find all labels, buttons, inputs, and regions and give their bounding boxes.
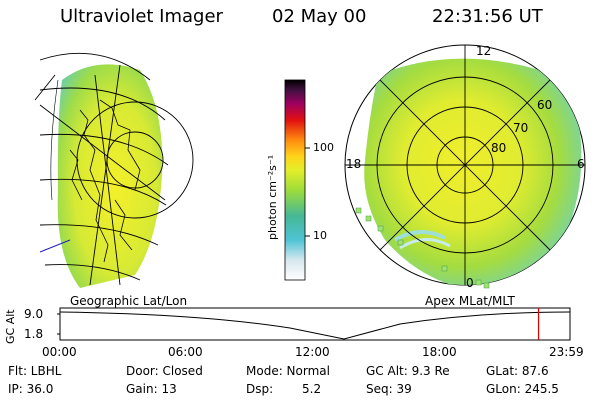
altitude-ylabel: GC Alt [4, 309, 17, 344]
time-tick-1800: 18:00 [422, 345, 457, 359]
time-tick-2359: 23:59 [549, 345, 584, 359]
time-tick-1200: 12:00 [295, 345, 330, 359]
mlat-label-80: 80 [491, 141, 507, 155]
altitude-ytick-high: 9.0 [24, 307, 44, 321]
mlt-label-dawn: 6 [577, 157, 585, 171]
geographic-aurora-image [57, 64, 163, 288]
status-mode: Mode: Normal [246, 364, 330, 378]
time-tick-0000: 00:00 [42, 345, 77, 359]
altitude-plot-frame [59, 307, 571, 341]
colorbar-scale [284, 79, 306, 281]
colorbar-tick-100: 100 [313, 141, 334, 154]
mlat-label-60: 60 [537, 98, 553, 112]
mlat-label-70: 70 [513, 121, 529, 135]
status-gc-alt: GC Alt: 9.3 Re [366, 364, 450, 378]
status-door: Door: Closed [126, 364, 203, 378]
status-filter: Flt: LBHL [8, 364, 62, 378]
status-glon: GLon: 245.5 [486, 382, 559, 396]
mlt-label-noon: 12 [476, 44, 492, 58]
status-glat: GLat: 87.6 [486, 364, 549, 378]
altitude-ytick-low: 1.8 [24, 327, 44, 341]
image-date: 02 May 00 [272, 6, 367, 27]
left-panel-caption: Geographic Lat/Lon [70, 294, 188, 308]
instrument-title: Ultraviolet Imager [60, 6, 223, 27]
image-time: 22:31:56 UT [432, 6, 543, 27]
status-seq: Seq: 39 [366, 382, 412, 396]
status-gain: Gain: 13 [126, 382, 177, 396]
time-tick-0600: 06:00 [168, 345, 203, 359]
status-ip: IP: 36.0 [8, 382, 54, 396]
right-panel-caption: Apex MLat/MLT [425, 294, 515, 308]
mlt-label-midnight: 0 [466, 276, 474, 290]
altitude-curve [59, 311, 571, 340]
mlt-label-dusk: 18 [346, 157, 362, 171]
status-dsp-value: 5.2 [302, 382, 322, 396]
colorbar-tick-10: 10 [313, 229, 327, 242]
status-dsp-label: Dsp: [246, 382, 274, 396]
